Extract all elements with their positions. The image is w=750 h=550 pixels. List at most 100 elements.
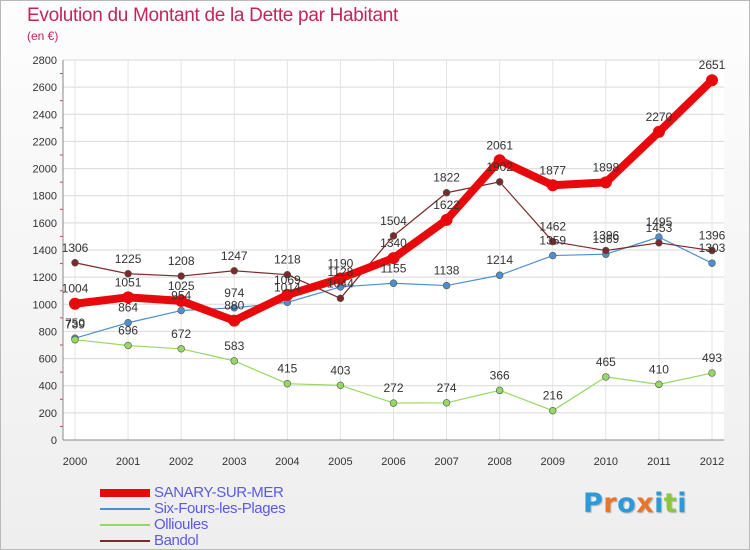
- legend-swatch: [100, 489, 150, 497]
- data-label: 1369: [592, 232, 619, 246]
- legend-label: Six-Fours-les-Plages: [154, 500, 286, 517]
- data-point: [442, 281, 451, 290]
- legend-swatch: [100, 508, 150, 510]
- x-tick-label: 2008: [487, 456, 511, 468]
- logo-letter: r: [603, 488, 618, 519]
- data-label: 974: [224, 286, 244, 300]
- data-point: [336, 294, 345, 303]
- data-label: 1069: [274, 273, 301, 287]
- data-point: [177, 272, 185, 280]
- logo-letter: t: [663, 488, 678, 519]
- data-label: 1214: [486, 253, 513, 267]
- data-label: 1504: [380, 214, 407, 228]
- data-label: 403: [330, 363, 350, 377]
- chart-title: Evolution du Montant de la Dette par Hab…: [27, 5, 398, 26]
- data-label: 2270: [646, 110, 673, 124]
- x-tick-label: 2010: [594, 456, 618, 468]
- data-label: 750: [65, 316, 85, 330]
- y-tick-label: 800: [39, 326, 57, 338]
- data-label: 1025: [168, 279, 195, 293]
- data-point: [602, 246, 610, 255]
- y-tick-label: 1200: [33, 272, 57, 284]
- data-point: [175, 294, 188, 307]
- data-point: [389, 399, 398, 407]
- y-tick-label: 2400: [33, 109, 57, 121]
- data-point: [122, 291, 135, 304]
- logo-letter: i: [654, 488, 664, 519]
- data-point: [124, 341, 132, 350]
- data-label: 274: [437, 381, 457, 395]
- data-label: 272: [383, 381, 403, 395]
- data-label: 1462: [539, 220, 566, 234]
- legend-swatch: [100, 540, 150, 542]
- data-point: [495, 271, 504, 279]
- data-point: [546, 179, 559, 192]
- data-label: 2061: [486, 138, 513, 152]
- x-tick-label: 2005: [328, 456, 352, 468]
- data-label: 1396: [699, 229, 726, 243]
- data-label: 1622: [433, 198, 460, 212]
- data-point: [387, 252, 400, 265]
- data-point: [228, 314, 241, 327]
- data-label: 1190: [328, 257, 354, 271]
- y-tick-label: 600: [39, 354, 57, 366]
- data-point: [389, 279, 398, 287]
- data-point: [124, 270, 132, 278]
- data-label: 954: [171, 289, 191, 303]
- data-point: [177, 306, 185, 315]
- legend-label: Ollioules: [154, 516, 208, 533]
- data-label: 1155: [381, 261, 407, 275]
- y-tick-label: 400: [39, 381, 57, 393]
- x-tick-label: 2002: [169, 456, 193, 468]
- data-label: 864: [118, 301, 138, 315]
- data-point: [708, 369, 716, 377]
- data-point: [230, 357, 238, 365]
- data-point: [599, 176, 612, 189]
- data-label: 696: [118, 324, 138, 338]
- data-point: [336, 381, 345, 390]
- data-label: 1218: [274, 253, 301, 267]
- y-tick-label: 2000: [33, 164, 57, 176]
- data-label: 493: [702, 351, 722, 365]
- data-label: 1495: [646, 215, 673, 229]
- proxiti-logo: Proxiti: [583, 488, 687, 519]
- x-tick-label: 2003: [222, 456, 246, 468]
- data-label: 1225: [115, 252, 142, 266]
- data-label: 1138: [434, 264, 460, 278]
- data-label: 1453: [646, 221, 673, 235]
- data-label: 1051: [115, 275, 142, 289]
- x-tick-label: 2011: [647, 456, 671, 468]
- logo-letter: i: [677, 488, 688, 519]
- y-tick-label: 1800: [33, 191, 57, 203]
- data-label: 672: [171, 327, 191, 341]
- data-label: 1359: [539, 234, 566, 248]
- data-label: 1306: [62, 241, 89, 255]
- data-point: [230, 304, 238, 312]
- data-point: [708, 246, 716, 255]
- chart-subtitle: (en €): [27, 29, 59, 43]
- data-point: [69, 297, 81, 310]
- data-label: 2651: [699, 58, 726, 72]
- data-point: [495, 178, 504, 186]
- data-point: [177, 345, 185, 353]
- data-point: [281, 288, 294, 301]
- data-point: [334, 272, 347, 285]
- x-tick-label: 2012: [700, 456, 724, 468]
- data-label: 1208: [168, 254, 195, 268]
- data-point: [230, 267, 238, 275]
- data-label: 583: [224, 339, 244, 353]
- data-label: 1044: [327, 276, 354, 290]
- y-tick-label: 2800: [33, 55, 57, 67]
- y-tick-label: 2200: [33, 136, 57, 148]
- logo-letter: o: [617, 488, 637, 519]
- y-tick-label: 1400: [33, 245, 57, 257]
- data-point: [71, 336, 79, 344]
- data-label: 1014: [274, 280, 301, 294]
- data-point: [655, 380, 663, 389]
- data-label: 465: [596, 355, 616, 369]
- y-tick-label: 1600: [33, 218, 57, 230]
- legend-swatch: [100, 524, 150, 526]
- data-point: [440, 213, 453, 226]
- data-point: [389, 232, 398, 240]
- y-tick-label: 2600: [33, 82, 57, 94]
